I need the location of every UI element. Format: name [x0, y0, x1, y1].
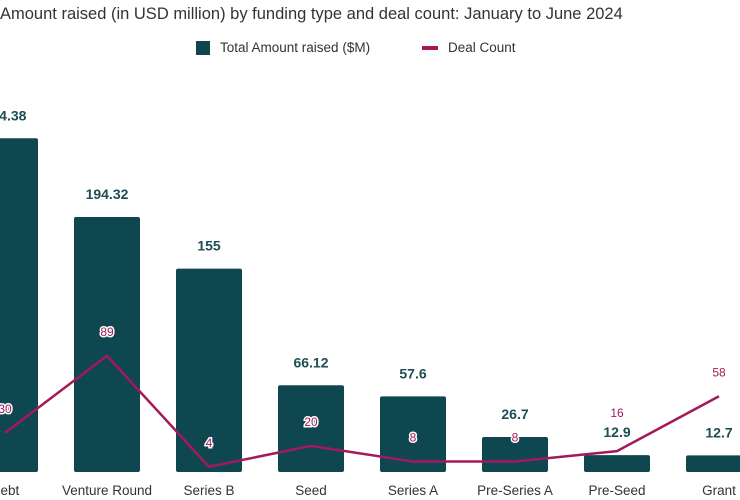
bar-value-label: 254.38 — [0, 107, 27, 123]
category-label: Series B — [183, 483, 234, 498]
deal-count-label: 8 — [410, 431, 417, 445]
bar — [0, 138, 38, 472]
deal-count-label: 30 — [0, 402, 12, 416]
deal-count-label: 16 — [610, 406, 624, 420]
deal-count-label: 8 — [512, 431, 519, 445]
chart-title: Amount raised (in USD million) by fundin… — [0, 5, 623, 23]
category-label: Debt — [0, 483, 19, 498]
legend-line-swatch — [422, 45, 438, 50]
category-label: Grant — [702, 483, 736, 498]
bar-value-label: 57.6 — [399, 365, 426, 381]
category-label: Pre-Series A — [477, 483, 553, 498]
legend-bar-swatch — [196, 40, 210, 55]
bar-value-label: 66.12 — [293, 354, 328, 370]
bar-value-label: 26.7 — [501, 406, 528, 422]
bar — [686, 455, 740, 472]
bar-value-label: 12.9 — [603, 424, 630, 440]
category-label: Venture Round — [62, 483, 152, 498]
bar — [380, 396, 446, 472]
bar — [482, 436, 548, 472]
deal-count-label: 89 — [100, 325, 114, 339]
deal-count-line — [4, 354, 720, 469]
legend-label-amount: Total Amount raised ($M) — [220, 40, 371, 55]
category-label: Seed — [295, 483, 327, 498]
category-label: Pre-Seed — [588, 483, 645, 498]
legend-item-amount: Total Amount raised ($M) — [196, 40, 370, 55]
category-label: Series A — [388, 483, 438, 498]
bar-value-label: 194.32 — [86, 186, 129, 202]
bar-value-label: 155 — [197, 238, 221, 254]
bar-value-label: 12.7 — [705, 424, 732, 440]
bar — [176, 268, 242, 472]
deal-count-label: 58 — [712, 365, 726, 379]
bar — [584, 455, 650, 472]
legend-item-deal-count: Deal Count — [422, 40, 516, 55]
bar — [74, 217, 140, 472]
deal-count-label: 20 — [304, 415, 318, 429]
deal-count-label: 4 — [206, 436, 213, 450]
legend-label-deal-count: Deal Count — [448, 40, 516, 55]
